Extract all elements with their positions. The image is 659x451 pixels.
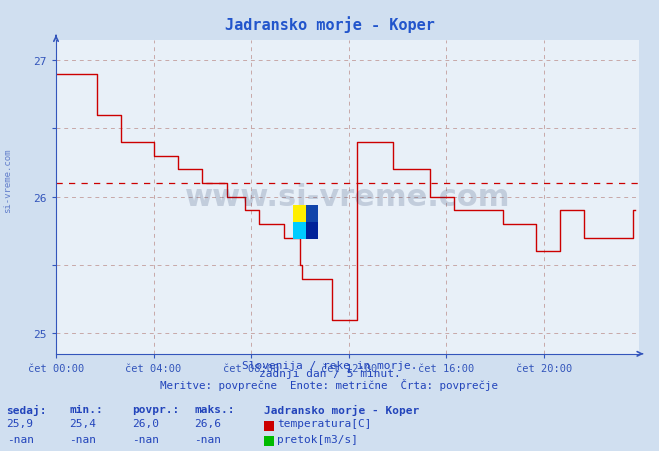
Text: Meritve: povprečne  Enote: metrične  Črta: povprečje: Meritve: povprečne Enote: metrične Črta:… bbox=[161, 378, 498, 390]
Text: min.:: min.: bbox=[69, 404, 103, 414]
Text: -nan: -nan bbox=[194, 434, 221, 444]
Text: -nan: -nan bbox=[7, 434, 34, 444]
Text: Slovenija / reke in morje.: Slovenija / reke in morje. bbox=[242, 360, 417, 370]
Text: 26,6: 26,6 bbox=[194, 419, 221, 428]
Text: 25,4: 25,4 bbox=[69, 419, 96, 428]
Text: pretok[m3/s]: pretok[m3/s] bbox=[277, 434, 358, 444]
Text: Jadransko morje - Koper: Jadransko morje - Koper bbox=[264, 404, 419, 414]
Text: 25,9: 25,9 bbox=[7, 419, 34, 428]
Text: www.si-vreme.com: www.si-vreme.com bbox=[185, 183, 510, 212]
Text: -nan: -nan bbox=[69, 434, 96, 444]
Text: povpr.:: povpr.: bbox=[132, 404, 179, 414]
Text: temperatura[C]: temperatura[C] bbox=[277, 419, 372, 428]
Text: maks.:: maks.: bbox=[194, 404, 235, 414]
Text: Jadransko morje - Koper: Jadransko morje - Koper bbox=[225, 16, 434, 32]
Text: sedaj:: sedaj: bbox=[7, 404, 47, 414]
Text: si-vreme.com: si-vreme.com bbox=[3, 148, 13, 212]
Text: -nan: -nan bbox=[132, 434, 159, 444]
Text: zadnji dan / 5 minut.: zadnji dan / 5 minut. bbox=[258, 368, 401, 378]
Text: 26,0: 26,0 bbox=[132, 419, 159, 428]
